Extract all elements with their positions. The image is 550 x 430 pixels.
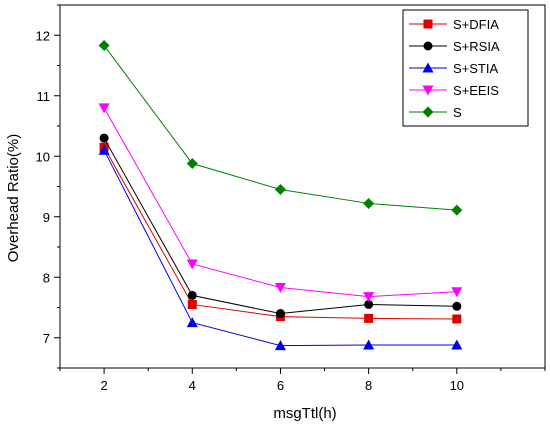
legend-label: S+STIA bbox=[453, 61, 498, 76]
y-tick-label: 8 bbox=[43, 270, 50, 285]
data-point bbox=[364, 299, 374, 309]
legend-marker bbox=[422, 85, 434, 96]
series-s-stia bbox=[98, 144, 463, 351]
data-point bbox=[274, 184, 286, 196]
data-point bbox=[186, 158, 198, 170]
y-tick-label: 12 bbox=[36, 28, 50, 43]
series-s-eeis bbox=[98, 103, 463, 303]
legend-marker bbox=[422, 106, 434, 118]
x-tick-label: 10 bbox=[450, 378, 464, 393]
data-point bbox=[187, 290, 197, 300]
legend: S+DFIA S+RSIA S+STIA S+EEIS S bbox=[402, 9, 529, 127]
legend-marker bbox=[422, 62, 434, 73]
legend-label: S+EEIS bbox=[453, 83, 499, 98]
y-tick-label: 10 bbox=[36, 149, 50, 164]
legend-label: S+RSIA bbox=[453, 39, 500, 54]
axes: 2 4 6 8 10 7 8 9 10 11 12 bbox=[36, 4, 546, 393]
data-point bbox=[451, 287, 463, 298]
data-point bbox=[363, 292, 375, 303]
y-tick-label: 7 bbox=[43, 331, 50, 346]
x-tick-label: 8 bbox=[365, 378, 372, 393]
legend-marker bbox=[423, 19, 433, 29]
legend-marker bbox=[423, 41, 433, 51]
data-point bbox=[364, 313, 374, 323]
data-point bbox=[98, 40, 110, 52]
data-point bbox=[452, 301, 462, 311]
y-tick-label: 11 bbox=[37, 89, 51, 104]
legend-label: S bbox=[453, 105, 462, 120]
x-tick-label: 2 bbox=[100, 378, 107, 393]
data-point bbox=[186, 317, 198, 328]
data-point bbox=[99, 133, 109, 143]
data-point bbox=[451, 339, 463, 350]
series-s-dfia bbox=[99, 142, 462, 324]
data-point bbox=[363, 197, 375, 209]
data-point bbox=[186, 259, 198, 270]
series-s-rsia bbox=[99, 133, 462, 319]
series-line bbox=[103, 107, 457, 298]
data-point bbox=[274, 283, 286, 294]
y-axis-title: Overhead Ratio(%) bbox=[5, 134, 22, 262]
x-axis-title: msgTtl(h) bbox=[273, 405, 336, 422]
x-tick-label: 4 bbox=[189, 378, 196, 393]
data-point bbox=[274, 340, 286, 351]
y-tick-label: 9 bbox=[43, 210, 50, 225]
data-point bbox=[451, 204, 463, 216]
data-point bbox=[363, 339, 375, 350]
series-layer bbox=[98, 40, 463, 351]
data-point bbox=[187, 299, 197, 309]
legend-label: S+DFIA bbox=[453, 17, 499, 32]
x-tick-label: 6 bbox=[277, 378, 284, 393]
data-point bbox=[98, 103, 110, 114]
data-point bbox=[98, 144, 110, 155]
data-point bbox=[452, 314, 462, 324]
data-point bbox=[275, 309, 285, 319]
series-s bbox=[98, 40, 463, 216]
